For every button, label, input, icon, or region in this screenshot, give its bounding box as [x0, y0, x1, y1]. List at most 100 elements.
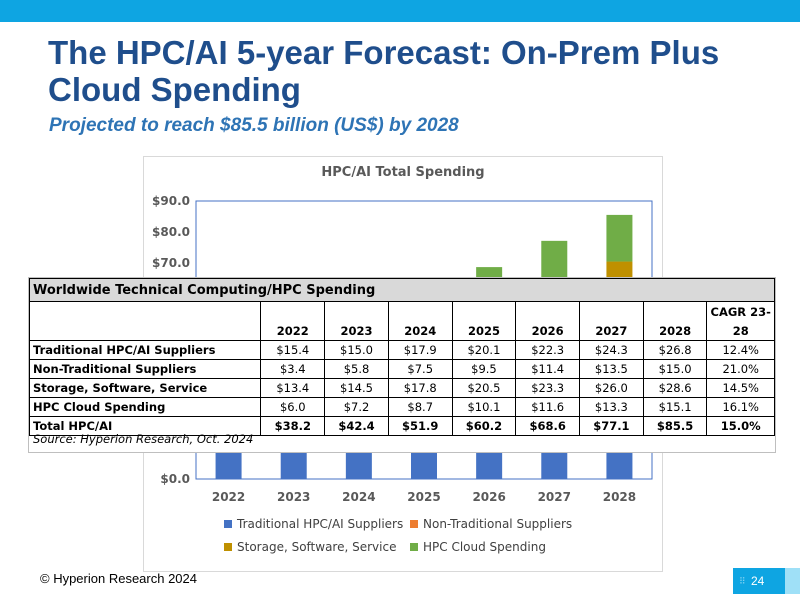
table-cell: $17.8 — [387, 378, 453, 398]
row-label: Traditional HPC/AI Suppliers — [28, 340, 262, 360]
table-cell: $7.5 — [387, 359, 453, 379]
total-cell: $85.5 — [642, 416, 708, 436]
table-cell: $7.2 — [324, 397, 389, 417]
total-cell: $51.9 — [387, 416, 453, 436]
table-cell: $26.8 — [642, 340, 708, 360]
row-label: Storage, Software, Service — [28, 378, 262, 398]
table-cell: $8.7 — [387, 397, 453, 417]
x-tick-label: 2026 — [472, 490, 505, 504]
year-header: 2023 — [324, 322, 389, 341]
x-tick-label: 2024 — [342, 490, 375, 504]
total-cell: $38.2 — [260, 416, 326, 436]
legend-item-storage: Storage, Software, Service — [224, 540, 396, 554]
page-number-badge: ⠿ 24 — [733, 568, 785, 594]
legend-label: Traditional HPC/AI Suppliers — [237, 517, 404, 531]
legend-swatch-traditional — [224, 519, 232, 528]
year-header: 2025 — [451, 322, 517, 341]
table-cell: $26.0 — [579, 378, 644, 398]
table-header-blank — [515, 301, 581, 322]
table-cell: $11.4 — [515, 359, 581, 379]
row-label: Non-Traditional Suppliers — [28, 359, 262, 379]
cagr-header: CAGR 23- — [706, 301, 775, 322]
x-tick-label: 2028 — [603, 490, 636, 504]
slide-title: The HPC/AI 5-year Forecast: On-Prem Plus… — [48, 34, 720, 108]
slide-subtitle: Projected to reach $85.5 billion (US$) b… — [49, 115, 459, 136]
table-cell: $6.0 — [260, 397, 326, 417]
table-source-note: Source: Hyperion Research, Oct. 2024 — [33, 432, 254, 446]
grid-icon: ⠿ — [739, 576, 746, 586]
year-header: 2028 — [642, 322, 708, 341]
table-cell: $22.3 — [515, 340, 581, 360]
y-tick-label: $90.0 — [152, 194, 190, 208]
table-cell: $13.5 — [579, 359, 644, 379]
x-tick-label: 2027 — [538, 490, 571, 504]
table-cell: $28.6 — [642, 378, 708, 398]
total-label: Total HPC/AI — [28, 416, 262, 436]
table-cell: $15.1 — [642, 397, 708, 417]
page-number: 24 — [751, 574, 765, 588]
legend-label: Non-Traditional Suppliers — [423, 517, 573, 531]
total-cell: $68.6 — [515, 416, 581, 436]
legend-swatch-nontraditional — [410, 519, 418, 528]
table-title: Worldwide Technical Computing/HPC Spendi… — [29, 278, 775, 302]
year-header: 2022 — [260, 322, 326, 341]
table-cell: $14.5 — [324, 378, 389, 398]
x-tick-label: 2023 — [277, 490, 310, 504]
x-tick-label: 2022 — [212, 490, 245, 504]
table-cell: $23.3 — [515, 378, 581, 398]
row-label: HPC Cloud Spending — [28, 397, 262, 417]
table-row: Non-Traditional Suppliers $3.4 $5.8 $7.5… — [28, 359, 775, 379]
cagr-cell: 14.5% — [706, 378, 775, 398]
y-tick-label: $70.0 — [152, 256, 190, 270]
table-row: Storage, Software, Service $13.4 $14.5 $… — [28, 378, 775, 398]
bar-segment — [541, 240, 568, 282]
table-cell: $5.8 — [324, 359, 389, 379]
table-total-row: Total HPC/AI $38.2 $42.4 $51.9 $60.2 $68… — [28, 416, 775, 436]
table-cell: $13.3 — [579, 397, 644, 417]
total-cell: $77.1 — [579, 416, 644, 436]
y-tick-label: $0.0 — [160, 472, 190, 486]
table-cell: $15.0 — [642, 359, 708, 379]
corner-accent — [785, 568, 800, 594]
total-cell: $60.2 — [451, 416, 517, 436]
legend-label: HPC Cloud Spending — [423, 540, 546, 554]
y-tick-label: $80.0 — [152, 225, 190, 239]
table-row: HPC Cloud Spending $6.0 $7.2 $8.7 $10.1 … — [28, 397, 775, 417]
table-row: Traditional HPC/AI Suppliers $15.4 $15.0… — [28, 340, 775, 360]
table-cell: $9.5 — [451, 359, 517, 379]
cagr-header-line2: 28 — [706, 322, 775, 341]
cagr-cell: 16.1% — [706, 397, 775, 417]
spending-table: Worldwide Technical Computing/HPC Spendi… — [28, 278, 775, 436]
year-header: 2024 — [387, 322, 453, 341]
table-header-blank — [451, 301, 517, 322]
copyright-footer: © Hyperion Research 2024 — [40, 571, 197, 586]
table-cell: $11.6 — [515, 397, 581, 417]
year-header: 2027 — [579, 322, 644, 341]
table-cell: $13.4 — [260, 378, 326, 398]
legend-swatch-storage — [224, 542, 232, 551]
cagr-cell: 12.4% — [706, 340, 775, 360]
table-header-blank — [642, 301, 708, 322]
table-cell: $3.4 — [260, 359, 326, 379]
table-header-blank — [387, 301, 453, 322]
legend-item-nontraditional: Non-Traditional Suppliers — [410, 517, 572, 531]
table-header-blank — [260, 301, 326, 322]
legend-item-cloud: HPC Cloud Spending — [410, 540, 546, 554]
year-header: 2026 — [515, 322, 581, 341]
spending-table-panel: Worldwide Technical Computing/HPC Spendi… — [28, 277, 776, 453]
bar-segment — [606, 214, 633, 262]
legend-label: Storage, Software, Service — [237, 540, 397, 554]
chart-title: HPC/AI Total Spending — [321, 165, 485, 180]
total-cell: $42.4 — [324, 416, 389, 436]
top-accent-bar — [0, 0, 800, 22]
table-header-blank — [324, 301, 389, 322]
table-cell: $17.9 — [387, 340, 453, 360]
x-tick-label: 2025 — [407, 490, 440, 504]
table-cell: $20.5 — [451, 378, 517, 398]
table-cell: $24.3 — [579, 340, 644, 360]
table-cell: $20.1 — [451, 340, 517, 360]
table-cell: $10.1 — [451, 397, 517, 417]
table-cell: $15.0 — [324, 340, 389, 360]
table-header-blank — [579, 301, 644, 322]
table-cell: $15.4 — [260, 340, 326, 360]
